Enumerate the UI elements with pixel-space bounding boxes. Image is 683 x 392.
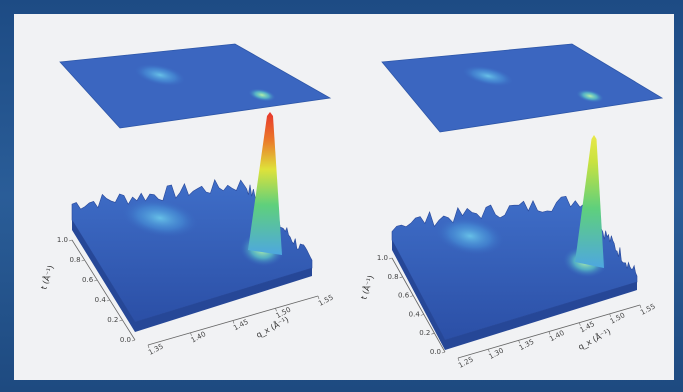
y-axis-title: t (Å⁻¹) [37,264,55,291]
x-tick-mark [317,295,320,300]
y-tick-label: 1.0 [377,254,388,262]
x-tick-mark [639,304,642,309]
y-axis-title: t (Å⁻¹) [357,274,375,301]
y-tick-label: 0.4 [409,310,421,318]
projection-plane [59,43,332,129]
surface-plot-1: 0.00.20.40.60.81.01.351.401.451.501.55q_… [37,43,335,357]
y-tick-label: 0.4 [95,296,107,304]
projection-hotspot-1 [462,65,514,87]
y-tick-mark [119,319,123,322]
y-tick-mark [68,239,73,242]
y-tick-label: 0.6 [82,276,94,284]
main-peak-spike [575,135,604,268]
main-peak-spike [248,112,282,255]
projection-hotspot-1 [134,63,186,87]
y-tick-label: 0.2 [107,316,118,324]
y-tick-mark [410,295,414,297]
x-tick-mark [190,332,192,336]
surface-skirt [72,220,312,332]
x-tick-mark [548,331,551,335]
x-tick-mark [579,322,581,326]
y-tick-label: 0.0 [120,336,131,344]
y-tick-mark [131,339,136,342]
y-tick-label: 0.8 [387,273,398,281]
y-tick-label: 0.2 [419,329,430,337]
surface-skirt [392,240,637,350]
x-axis-title: q_x (Å⁻¹) [254,313,291,339]
x-tick-label: 1.55 [317,293,335,307]
x-tick-mark [275,308,277,312]
y-axis-line [71,239,136,341]
x-tick-label: 1.55 [639,302,657,316]
y-tick-mark [399,276,403,279]
x-tick-mark [518,340,520,344]
x-tick-mark [457,357,460,362]
y-tick-mark [431,332,435,335]
y-axis-line [391,257,446,353]
y-tick-mark [94,279,98,282]
y-tick-mark [420,314,424,316]
surface-peak-1 [122,199,198,237]
projection-plane [381,43,664,133]
y-tick-mark [388,257,393,260]
projection-hotspot-2 [576,89,604,103]
y-tick-mark [441,351,446,354]
y-tick-label: 1.0 [57,236,68,244]
projection-hotspot-2 [248,88,276,102]
y-tick-label: 0.8 [69,256,80,264]
y-tick-label: 0.6 [398,292,410,300]
surface-peak-1 [436,217,504,255]
y-tick-label: 0.0 [430,348,441,356]
y-tick-mark [106,299,110,302]
x-tick-mark [488,349,490,353]
y-tick-mark [81,259,85,262]
surface-plot-2: 0.00.20.40.60.81.01.251.301.351.401.451.… [357,43,664,370]
x-tick-mark [147,344,150,349]
x-tick-mark [232,320,235,324]
x-tick-mark [609,313,611,317]
